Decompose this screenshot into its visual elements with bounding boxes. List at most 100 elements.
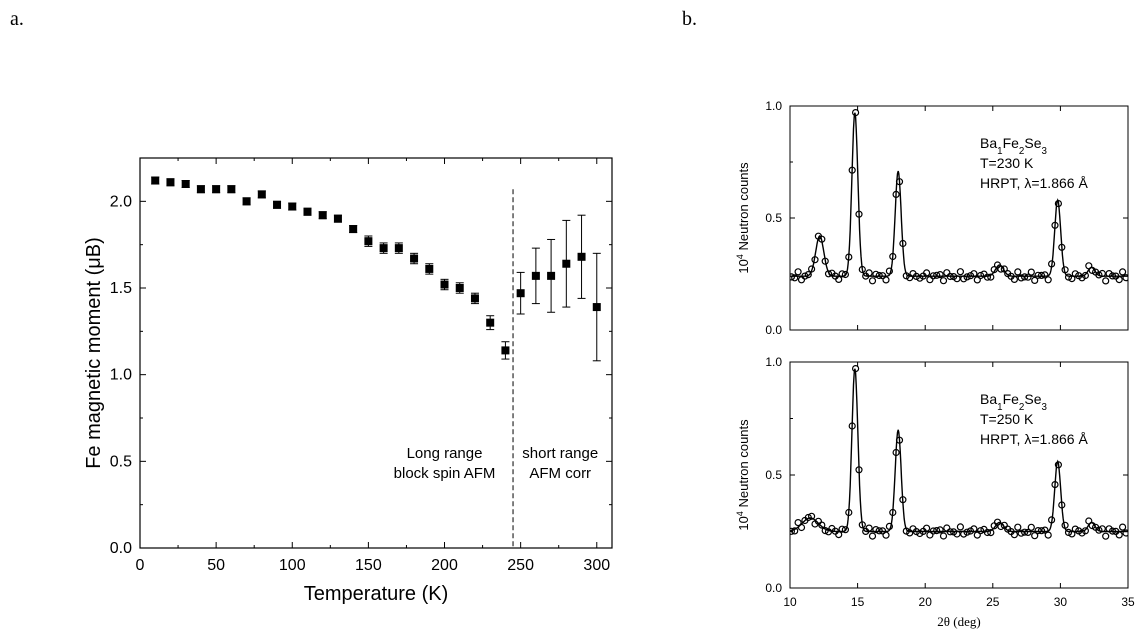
data-point	[1024, 273, 1032, 281]
data-point	[1085, 517, 1093, 525]
data-point	[501, 346, 510, 355]
data-point	[929, 272, 937, 280]
data-point	[1064, 528, 1073, 537]
panel-b-label: b.	[682, 8, 697, 30]
data-point	[1014, 523, 1022, 531]
data-point	[1017, 529, 1025, 537]
data-point	[889, 252, 897, 261]
data-point	[1122, 529, 1128, 537]
y-axis-label: Fe magnetic moment (μB)	[83, 237, 105, 469]
data-point	[797, 276, 806, 284]
data-point	[1115, 276, 1123, 284]
data-point	[804, 513, 812, 522]
data-point	[212, 185, 221, 194]
data-point	[939, 277, 948, 285]
data-point	[882, 531, 890, 539]
x-tick-label: 150	[355, 557, 382, 574]
data-point	[1041, 271, 1049, 279]
data-point	[1102, 532, 1110, 540]
data-point	[902, 527, 910, 535]
data-point	[577, 252, 586, 261]
data-point	[926, 531, 934, 539]
data-point	[1081, 271, 1090, 280]
data-point	[1068, 275, 1076, 283]
data-point	[547, 271, 556, 280]
data-point	[318, 211, 327, 220]
data-point	[963, 528, 971, 536]
x-axis-label: Temperature (K)	[304, 583, 449, 605]
data-point	[794, 268, 802, 276]
data-point	[841, 270, 850, 279]
data-point	[1047, 516, 1056, 524]
legend-text: Ba1Fe2Se3	[980, 135, 1048, 157]
data-point	[845, 253, 853, 261]
data-point	[1058, 501, 1066, 509]
data-point	[379, 244, 388, 253]
data-point	[791, 274, 799, 282]
data-point	[882, 276, 890, 284]
data-point	[1014, 268, 1022, 276]
data-point	[899, 496, 907, 504]
data-point	[1044, 276, 1052, 284]
data-point	[851, 108, 860, 117]
data-point	[929, 527, 937, 535]
data-point	[1118, 523, 1127, 531]
data-point	[976, 527, 985, 535]
data-point	[963, 273, 971, 281]
data-point	[1058, 243, 1066, 251]
data-point	[151, 176, 160, 185]
data-point	[912, 272, 921, 280]
panel-b2-fit-line	[790, 368, 1128, 533]
data-point	[818, 235, 826, 243]
x-tick-label: 300	[583, 557, 610, 574]
data-point	[858, 521, 866, 529]
data-point	[885, 267, 894, 275]
data-point	[1081, 527, 1090, 535]
data-point	[1031, 532, 1039, 540]
data-point	[1027, 268, 1035, 276]
data-point	[288, 202, 297, 211]
data-point	[790, 527, 795, 535]
data-point	[807, 512, 816, 520]
data-point	[1031, 276, 1039, 284]
data-point	[1020, 528, 1029, 536]
y-tick-label: 1.5	[110, 280, 132, 297]
data-point	[851, 365, 860, 373]
data-point	[1108, 272, 1117, 280]
data-point	[824, 270, 833, 278]
data-point	[333, 214, 342, 223]
data-point	[956, 523, 965, 531]
data-point	[1010, 531, 1019, 539]
x-tick-label: 250	[507, 557, 534, 574]
data-point	[1085, 262, 1093, 270]
data-point	[1037, 271, 1046, 279]
data-point	[1047, 260, 1056, 268]
data-point	[997, 265, 1005, 273]
data-point	[1115, 531, 1123, 539]
data-point	[939, 532, 948, 540]
data-point	[440, 280, 449, 289]
data-point	[1118, 268, 1127, 276]
data-point	[1088, 266, 1096, 274]
data-point	[892, 448, 900, 457]
data-point	[1024, 528, 1032, 537]
data-point	[848, 166, 856, 174]
data-point	[790, 273, 795, 281]
data-point	[865, 524, 873, 532]
annotation-text: AFM corr	[529, 465, 591, 482]
x-tick-label: 100	[279, 557, 306, 574]
data-point	[838, 270, 846, 278]
x-tick-label: 35	[1121, 595, 1135, 609]
data-point	[899, 239, 907, 248]
data-point	[878, 272, 887, 280]
legend-text: T=230 K	[980, 155, 1034, 171]
data-point	[1108, 527, 1117, 535]
data-point	[821, 257, 829, 265]
y-tick-label: 0.0	[765, 323, 782, 337]
data-point	[1102, 277, 1110, 285]
data-point	[531, 271, 540, 280]
data-point	[933, 526, 941, 535]
annotation-text: Long range	[407, 445, 483, 462]
data-point	[821, 526, 829, 535]
data-point	[997, 522, 1005, 531]
